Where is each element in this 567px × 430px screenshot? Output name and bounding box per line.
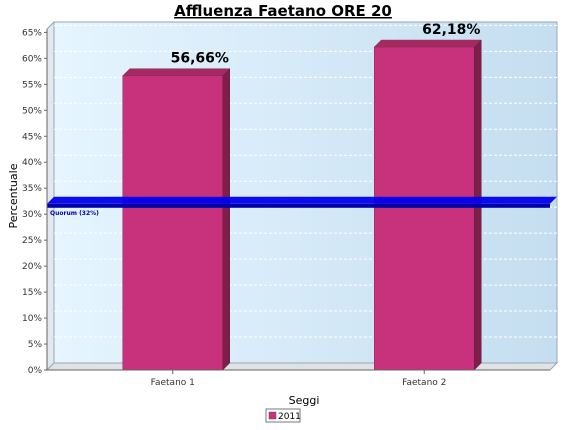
x-tick-label: Faetano 1 bbox=[151, 378, 195, 388]
x-tick-label: Faetano 2 bbox=[402, 378, 446, 388]
y-tick-label: 0% bbox=[28, 366, 43, 376]
y-tick-label: 25% bbox=[22, 236, 42, 246]
y-tick-label: 5% bbox=[28, 340, 43, 350]
bar-front bbox=[374, 46, 475, 371]
quorum-line-edge bbox=[47, 203, 550, 208]
bar-1 bbox=[122, 68, 231, 371]
bar-front bbox=[122, 75, 223, 371]
y-tick-label: 30% bbox=[22, 210, 42, 220]
legend-swatch bbox=[268, 411, 277, 420]
quorum-line bbox=[47, 196, 557, 204]
y-tick-label: 40% bbox=[22, 158, 42, 168]
y-tick-label: 60% bbox=[22, 54, 42, 64]
y-tick-label: 45% bbox=[22, 132, 42, 142]
bar-side bbox=[222, 68, 230, 371]
quorum-label: Quorum (32%) bbox=[50, 210, 99, 217]
bar-top bbox=[122, 68, 231, 76]
plot-left-wall bbox=[46, 20, 55, 372]
y-tick-label: 55% bbox=[22, 80, 42, 90]
bar-top bbox=[373, 39, 482, 48]
x-axis-label: Seggi bbox=[289, 394, 320, 407]
y-tick-label: 50% bbox=[22, 106, 42, 116]
legend-label-2011: 2011 bbox=[278, 412, 301, 422]
bar-value-label: 56,66% bbox=[171, 51, 229, 67]
bar-value-label: 62,18% bbox=[422, 22, 480, 38]
y-axis-label: Percentuale bbox=[7, 163, 20, 228]
bar-2 bbox=[373, 39, 482, 371]
chart-title: Affluenza Faetano ORE 20 bbox=[174, 2, 392, 20]
y-tick-label: 35% bbox=[22, 184, 42, 194]
y-tick-label: 20% bbox=[22, 262, 42, 272]
legend: 2011 bbox=[265, 408, 301, 423]
y-tick-label: 65% bbox=[22, 28, 42, 38]
y-tick-label: 10% bbox=[22, 314, 42, 324]
y-tick-label: 15% bbox=[22, 288, 42, 298]
